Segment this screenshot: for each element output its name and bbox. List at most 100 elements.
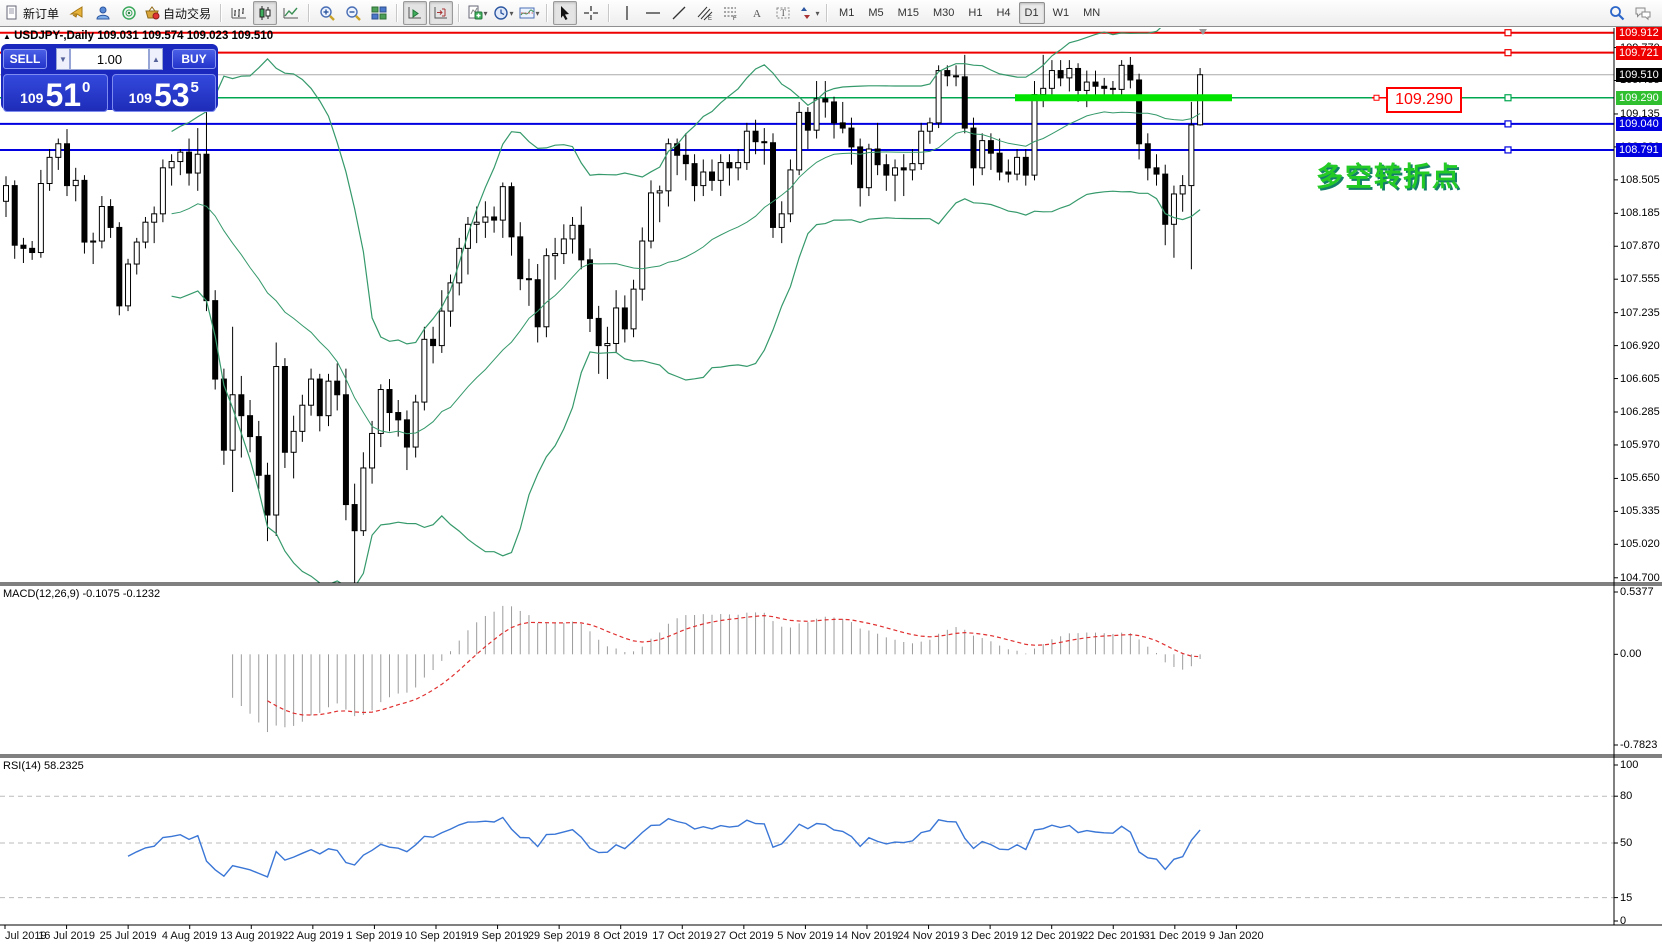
sell-price-big: 51 [45,77,82,113]
text-button[interactable]: A [745,1,769,25]
timeframe-d1[interactable]: D1 [1018,2,1045,24]
autotrade-button[interactable]: 自动交易 [143,1,215,25]
svg-text:T: T [781,8,787,18]
toolbar-separator [308,4,311,22]
date-tick-label: 14 Nov 2019 [835,930,899,942]
volume-increase-button[interactable]: ▲ [149,48,163,70]
svg-text:F: F [733,16,737,21]
price-tick-label: 107.555 [1620,273,1660,286]
price-badge: 109.290 [1616,90,1662,105]
date-tick-label: 13 Aug 2019 [220,930,283,942]
autoscroll-icon [408,7,422,19]
bar-chart-icon [231,8,247,19]
price-tick-label: 105.020 [1620,538,1660,551]
candlestick-icon [259,6,271,20]
rsi-scale-label: 0 [1620,915,1627,927]
buy-price-sup: 5 [190,79,199,96]
sell-price-prefix: 109 [20,90,44,106]
toolbar: 新订单 自动交易 [0,0,1662,27]
timeframe-w1[interactable]: W1 [1052,7,1070,19]
crosshair-button[interactable] [579,1,603,25]
cn-annotation-text[interactable]: 多空转折点 [1316,162,1461,192]
rsi-label: RSI(14) 58.2325 [3,760,84,772]
timeframe-m5[interactable]: M5 [868,7,884,19]
line-chart-button[interactable] [279,1,303,25]
macd-scale-label: -0.7823 [1620,739,1658,751]
bar-chart-button[interactable] [227,1,251,25]
horizontal-line-button[interactable] [641,1,665,25]
templates-caret-icon: ▾ [535,8,540,18]
timeframe-m1[interactable]: M1 [839,7,855,19]
templates-button[interactable]: ▾ [517,1,541,25]
timeframe-m30[interactable]: M30 [933,7,955,19]
signals-icon [122,6,136,20]
chat-button[interactable] [1631,1,1655,25]
indicators-button[interactable]: ▾ [465,1,489,25]
symbol-marker-icon: ▲ [3,32,11,41]
chart-title-symbol: USDJPY-,Daily [14,30,95,42]
timeframe-h4[interactable]: H4 [996,7,1011,19]
chat-icon [1635,7,1651,21]
signals-button[interactable] [117,1,141,25]
timeframe-mn[interactable]: MN [1083,7,1101,19]
rsi-scale-label: 50 [1620,837,1633,849]
autotrade-icon [145,6,160,20]
macd-label: MACD(12,26,9) -0.1075 -0.1232 [3,588,161,600]
volume-decrease-button[interactable]: ▼ [56,48,70,70]
zoom-out-button[interactable] [341,1,365,25]
vertical-line-button[interactable] [615,1,639,25]
toolbar-separator [458,4,461,22]
channel-button[interactable]: E [693,1,717,25]
sell-button[interactable]: SELL [3,49,47,69]
fibonacci-button[interactable]: F [719,1,743,25]
toolbar-separator [546,4,549,22]
price-badge: 109.510 [1616,67,1662,82]
text-icon: A [753,8,761,20]
tile-windows-button[interactable] [367,1,391,25]
candlestick-button[interactable] [253,1,278,25]
price-tick-label: 106.920 [1620,339,1660,352]
periods-icon [493,6,508,20]
horn-icon [69,6,83,18]
svg-text:E: E [708,16,712,21]
buy-price-prefix: 109 [128,90,152,106]
price-tick-label: 104.700 [1620,571,1660,584]
rsi-scale-label: 15 [1620,891,1633,904]
trendline-button[interactable] [667,1,691,25]
price-callout[interactable]: 109.290 [1386,86,1462,113]
date-tick-label: 1 Sep 2019 [346,930,403,942]
tile-windows-icon [371,6,387,20]
text-label-button[interactable]: T [771,1,795,25]
cursor-button[interactable] [553,1,578,25]
timeframe-h1[interactable]: H1 [968,7,983,19]
buy-price-button[interactable]: 109 53 5 [111,74,216,112]
new-order-button[interactable]: 新订单 [3,1,63,25]
zoom-in-button[interactable] [315,1,339,25]
macd-scale-label: 0.5377 [1620,586,1654,598]
periods-button[interactable]: ▾ [491,1,515,25]
toolbar-separator [220,4,223,22]
price-badge: 108.791 [1616,142,1662,157]
chart-shift-button[interactable] [429,1,454,25]
date-tick-label: 27 Oct 2019 [713,930,774,942]
rsi-scale-label: 100 [1620,759,1639,771]
search-button[interactable] [1605,1,1629,25]
date-tick-label: 24 Nov 2019 [897,930,960,942]
timeframe-m15[interactable]: M15 [897,7,919,19]
arrows-button[interactable]: ▾ [797,1,821,25]
buy-button[interactable]: BUY [172,49,216,69]
volume-input[interactable]: 1.00 [70,48,149,70]
date-tick-label: 12 Dec 2019 [1020,930,1083,942]
vertical-line-icon [626,6,628,20]
macd-scale-label: 0.00 [1620,648,1642,661]
publisher-button[interactable] [91,1,115,25]
sell-price-button[interactable]: 109 51 0 [3,74,108,112]
autoscroll-button[interactable] [403,1,428,25]
date-tick-label: 19 Sep 2019 [466,930,529,942]
horn-button[interactable] [65,1,89,25]
price-tick-label: 105.970 [1620,438,1660,451]
price-tick-label: 108.505 [1620,173,1660,186]
rsi-scale-label: 80 [1620,790,1633,803]
